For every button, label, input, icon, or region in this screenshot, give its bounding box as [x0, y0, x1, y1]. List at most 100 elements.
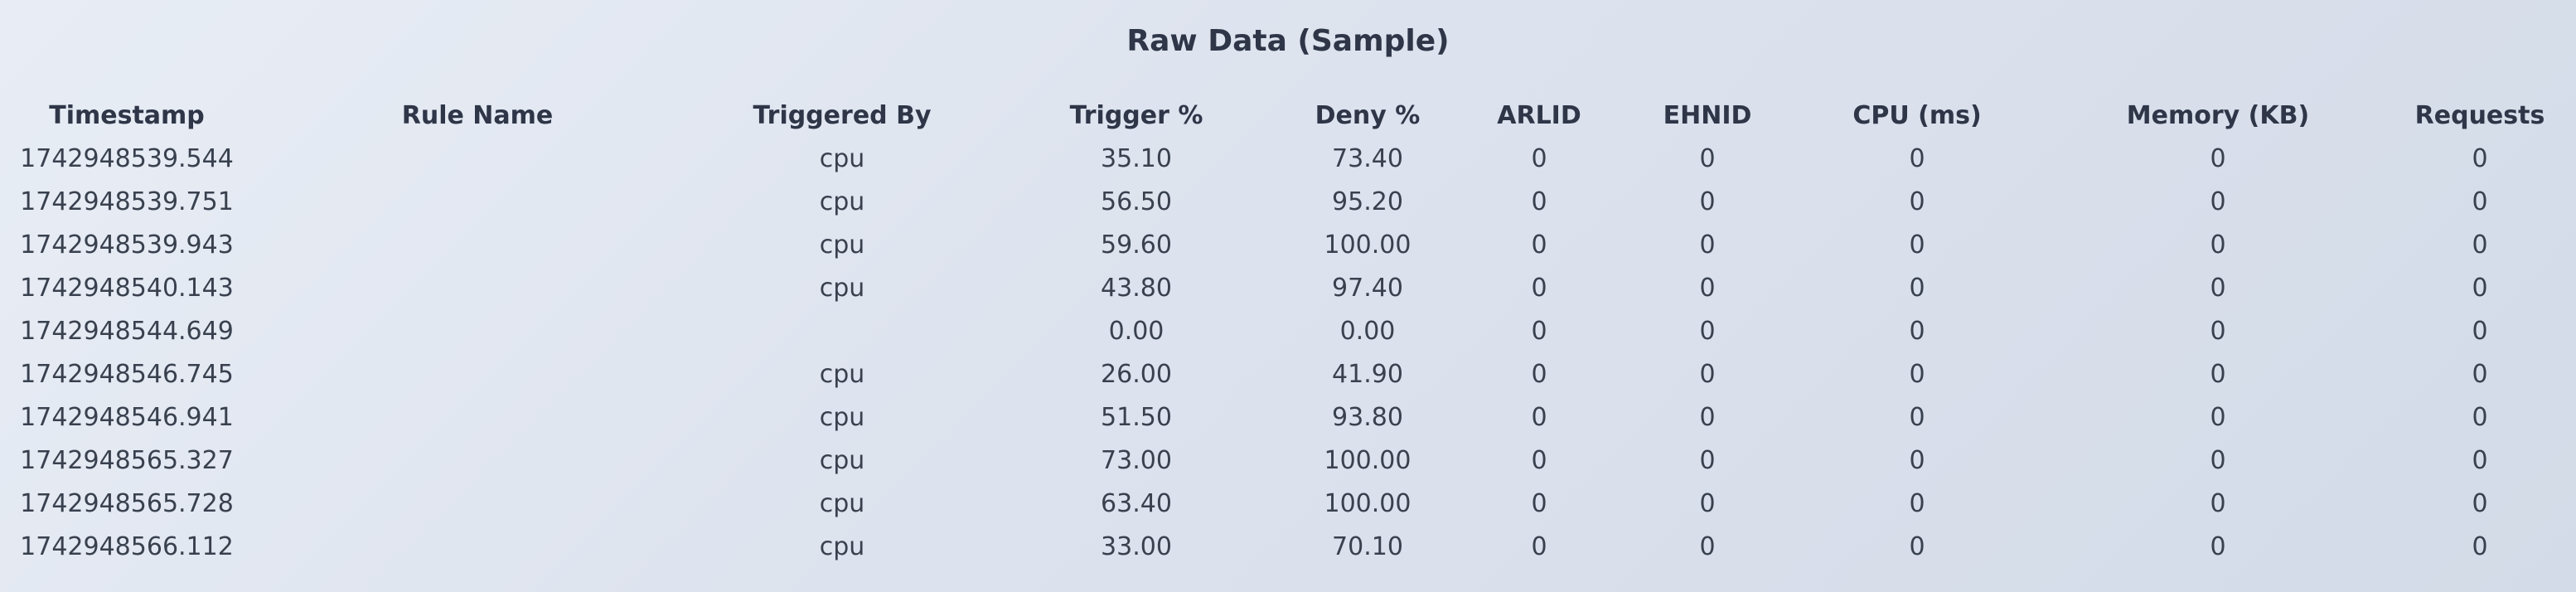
triggered-by-cell: cpu	[819, 274, 865, 303]
cpu-ms-cell: 0	[1909, 230, 1925, 260]
timestamp-cell: 1742948546.941	[20, 403, 234, 432]
ehnid-cell: 0	[1699, 446, 1716, 475]
cpu-ms-cell: 0	[1909, 403, 1925, 432]
trigger-pct-cell: 51.50	[1101, 403, 1172, 432]
deny-pct-cell: 41.90	[1332, 360, 1403, 389]
table-row: 1742948540.143 cpu 43.80 97.40 0 0 0 0 0	[0, 267, 2576, 310]
requests-cell: 0	[2472, 274, 2488, 303]
requests-cell: 0	[2472, 403, 2488, 432]
deny-pct-cell: 73.40	[1332, 144, 1403, 173]
triggered-by-cell: cpu	[819, 144, 865, 173]
trigger-pct-cell: 0.00	[1108, 317, 1165, 346]
column-header-ehnid: EHNID	[1663, 101, 1752, 130]
deny-pct-cell: 100.00	[1324, 446, 1411, 475]
table-row: 1742948566.112 cpu 33.00 70.10 0 0 0 0 0	[0, 526, 2576, 569]
column-header-triggered-by: Triggered By	[753, 101, 932, 130]
rule-name-cell	[254, 439, 701, 483]
arlid-cell: 0	[1531, 360, 1547, 389]
memory-kb-cell: 0	[2210, 230, 2226, 260]
rule-name-cell	[254, 396, 701, 439]
column-header-rule-name: Rule Name	[401, 101, 554, 130]
requests-cell: 0	[2472, 489, 2488, 518]
deny-pct-cell: 97.40	[1332, 274, 1403, 303]
ehnid-cell: 0	[1699, 187, 1716, 216]
cpu-ms-cell: 0	[1909, 274, 1925, 303]
arlid-cell: 0	[1531, 144, 1547, 173]
trigger-pct-cell: 43.80	[1101, 274, 1172, 303]
rule-name-cell	[254, 310, 701, 353]
timestamp-cell: 1742948539.751	[20, 187, 234, 216]
column-header-cpu-ms: CPU (ms)	[1852, 101, 1982, 130]
timestamp-cell: 1742948565.327	[20, 446, 234, 475]
table-row: 1742948565.327 cpu 73.00 100.00 0 0 0 0 0	[0, 439, 2576, 483]
trigger-pct-cell: 63.40	[1101, 489, 1172, 518]
cpu-ms-cell: 0	[1909, 446, 1925, 475]
memory-kb-cell: 0	[2210, 360, 2226, 389]
arlid-cell: 0	[1531, 230, 1547, 260]
deny-pct-cell: 100.00	[1324, 230, 1411, 260]
memory-kb-cell: 0	[2210, 446, 2226, 475]
table-row: 1742948544.649 0.00 0.00 0 0 0 0 0	[0, 310, 2576, 353]
triggered-by-cell	[701, 310, 983, 353]
memory-kb-cell: 0	[2210, 274, 2226, 303]
deny-pct-cell: 93.80	[1332, 403, 1403, 432]
deny-pct-cell: 100.00	[1324, 489, 1411, 518]
ehnid-cell: 0	[1699, 144, 1716, 173]
deny-pct-cell: 0.00	[1339, 317, 1396, 346]
rule-name-cell	[254, 138, 701, 181]
arlid-cell: 0	[1531, 317, 1547, 346]
memory-kb-cell: 0	[2210, 144, 2226, 173]
memory-kb-cell: 0	[2210, 187, 2226, 216]
trigger-pct-cell: 59.60	[1101, 230, 1172, 260]
triggered-by-cell: cpu	[819, 187, 865, 216]
timestamp-cell: 1742948546.745	[20, 360, 234, 389]
timestamp-cell: 1742948540.143	[20, 274, 234, 303]
table-row: 1742948546.745 cpu 26.00 41.90 0 0 0 0 0	[0, 353, 2576, 396]
timestamp-cell: 1742948565.728	[20, 489, 234, 518]
requests-cell: 0	[2472, 187, 2488, 216]
memory-kb-cell: 0	[2210, 317, 2226, 346]
triggered-by-cell: cpu	[819, 403, 865, 432]
memory-kb-cell: 0	[2210, 532, 2226, 561]
requests-cell: 0	[2472, 144, 2488, 173]
column-header-memory-kb: Memory (KB)	[2126, 101, 2310, 130]
arlid-cell: 0	[1531, 403, 1547, 432]
table-row: 1742948539.943 cpu 59.60 100.00 0 0 0 0 0	[0, 224, 2576, 267]
ehnid-cell: 0	[1699, 532, 1716, 561]
cpu-ms-cell: 0	[1909, 489, 1925, 518]
triggered-by-cell: cpu	[819, 532, 865, 561]
requests-cell: 0	[2472, 532, 2488, 561]
requests-cell: 0	[2472, 360, 2488, 389]
column-header-deny-pct: Deny %	[1315, 101, 1421, 130]
cpu-ms-cell: 0	[1909, 532, 1925, 561]
arlid-cell: 0	[1531, 532, 1547, 561]
deny-pct-cell: 95.20	[1332, 187, 1403, 216]
rule-name-cell	[254, 224, 701, 267]
trigger-pct-cell: 26.00	[1101, 360, 1172, 389]
rule-name-cell	[254, 526, 701, 569]
cpu-ms-cell: 0	[1909, 360, 1925, 389]
column-header-trigger-pct: Trigger %	[1069, 101, 1203, 130]
ehnid-cell: 0	[1699, 489, 1716, 518]
rule-name-cell	[254, 267, 701, 310]
arlid-cell: 0	[1531, 446, 1547, 475]
trigger-pct-cell: 33.00	[1101, 532, 1172, 561]
memory-kb-cell: 0	[2210, 403, 2226, 432]
table-row: 1742948565.728 cpu 63.40 100.00 0 0 0 0 0	[0, 483, 2576, 526]
arlid-cell: 0	[1531, 187, 1547, 216]
timestamp-cell: 1742948544.649	[20, 317, 234, 346]
rule-name-cell	[254, 483, 701, 526]
timestamp-cell: 1742948539.544	[20, 144, 234, 173]
rule-name-cell	[254, 353, 701, 396]
table-header-row: Timestamp Rule Name Triggered By Trigger…	[0, 95, 2576, 138]
ehnid-cell: 0	[1699, 403, 1716, 432]
cpu-ms-cell: 0	[1909, 187, 1925, 216]
triggered-by-cell: cpu	[819, 489, 865, 518]
column-header-requests: Requests	[2414, 101, 2545, 130]
timestamp-cell: 1742948566.112	[20, 532, 234, 561]
memory-kb-cell: 0	[2210, 489, 2226, 518]
requests-cell: 0	[2472, 446, 2488, 475]
rule-name-cell	[254, 181, 701, 224]
arlid-cell: 0	[1531, 274, 1547, 303]
column-header-timestamp: Timestamp	[49, 101, 205, 130]
